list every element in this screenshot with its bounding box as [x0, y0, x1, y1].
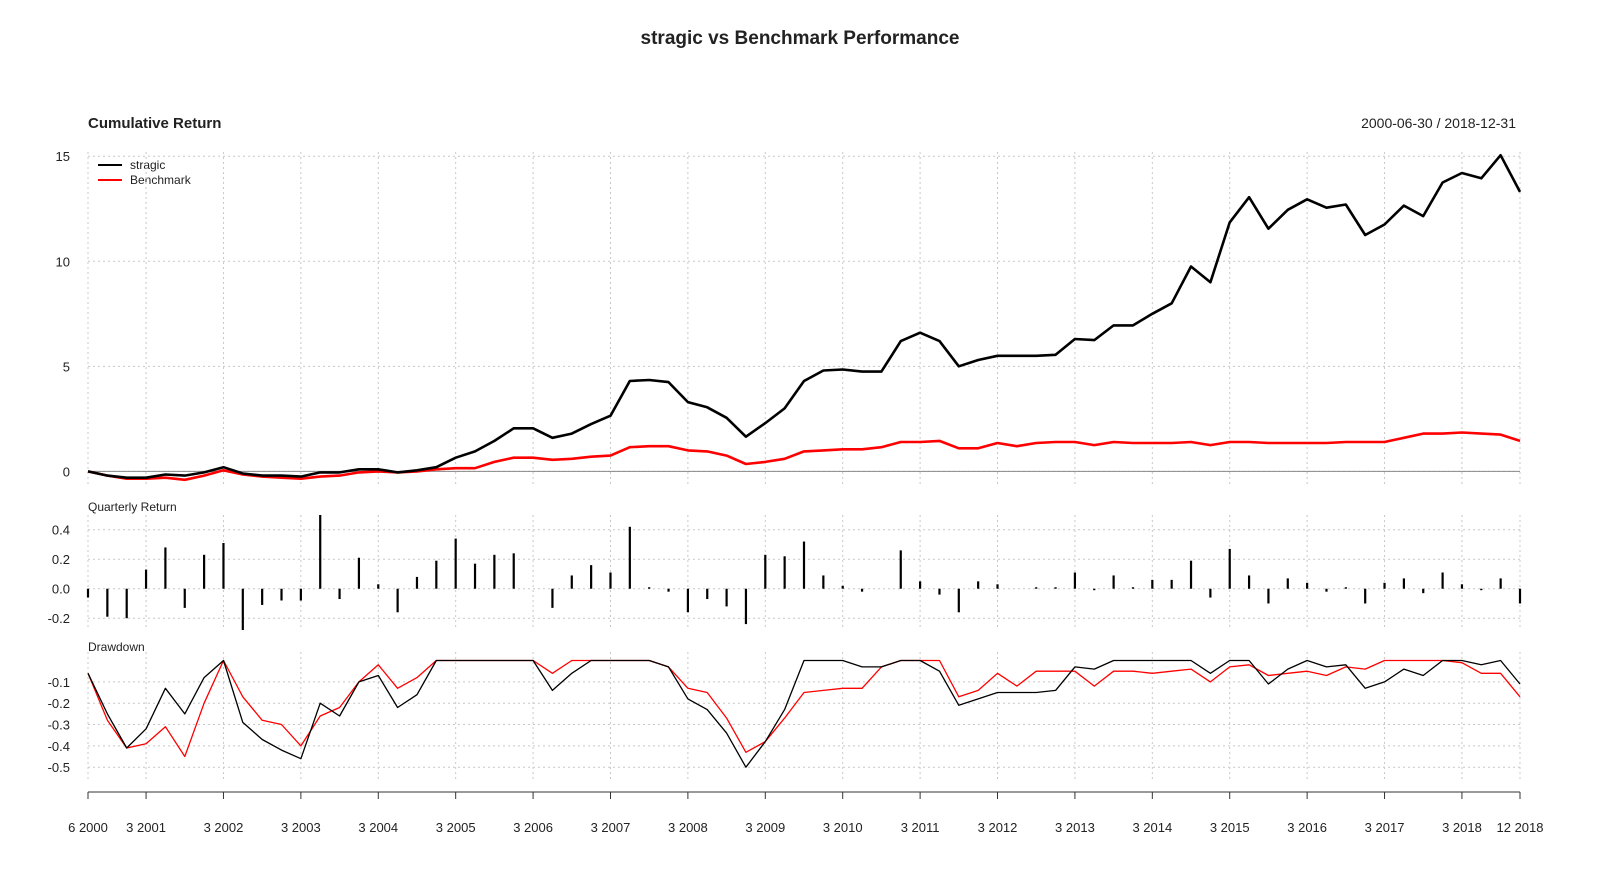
- ytick-label-quarterly-return-0: -0.2: [48, 611, 70, 626]
- chart-title: stragic vs Benchmark Performance: [641, 28, 960, 49]
- x-tick-label-7: 3 2007: [591, 820, 631, 835]
- x-tick-label-12: 3 2012: [978, 820, 1018, 835]
- x-tick-label-9: 3 2009: [745, 820, 785, 835]
- ytick-label-cumulative-return-3: 15: [56, 149, 70, 164]
- series-line-stragic-drawdown: [87, 659, 1521, 768]
- x-tick-label-6: 3 2006: [513, 820, 553, 835]
- x-tick-label-17: 3 2017: [1365, 820, 1405, 835]
- x-tick-label-4: 3 2004: [358, 820, 398, 835]
- x-tick-label-5: 3 2005: [436, 820, 476, 835]
- ytick-label-drawdown-3: -0.2: [48, 696, 70, 711]
- ytick-label-drawdown-4: -0.1: [48, 675, 70, 690]
- panel-title-drawdown: Drawdown: [88, 640, 145, 654]
- ytick-label-drawdown-1: -0.4: [48, 739, 70, 754]
- x-tick-label-11: 3 2011: [901, 820, 940, 835]
- x-tick-label-1: 3 2001: [126, 820, 166, 835]
- legend-label-benchmark: Benchmark: [130, 173, 192, 187]
- plot-area: 0 5 10 15 -0.2 0.0 0.2 0.4 -0.5 -0.4 -0.3 -0.2 -0.1 6…: [48, 149, 1544, 835]
- x-tick-label-14: 3 2014: [1132, 820, 1172, 835]
- x-tick-label-13: 3 2013: [1055, 820, 1095, 835]
- x-tick-label-19: 12 2018: [1497, 820, 1544, 835]
- date-range: 2000-06-30 / 2018-12-31: [1361, 115, 1516, 131]
- ytick-label-cumulative-return-1: 5: [63, 359, 70, 374]
- panel-title-quarterly: Quarterly Return: [88, 500, 177, 514]
- legend: stragic Benchmark: [98, 158, 192, 187]
- x-tick-label-10: 3 2010: [823, 820, 863, 835]
- x-tick-label-15: 3 2015: [1210, 820, 1250, 835]
- panel-title-cumulative: Cumulative Return: [88, 115, 221, 132]
- ytick-label-cumulative-return-2: 10: [56, 254, 70, 269]
- x-tick-label-3: 3 2003: [281, 820, 321, 835]
- series-line-benchmark-cumulative-return: [87, 431, 1521, 482]
- x-tick-label-0: 6 2000: [68, 820, 108, 835]
- ytick-label-quarterly-return-1: 0.0: [52, 582, 70, 597]
- ytick-label-quarterly-return-3: 0.4: [52, 523, 70, 538]
- ytick-label-drawdown-0: -0.5: [48, 760, 70, 775]
- x-tick-label-8: 3 2008: [668, 820, 708, 835]
- x-tick-label-18: 3 2018: [1442, 820, 1482, 835]
- x-tick-label-2: 3 2002: [204, 820, 244, 835]
- ytick-label-cumulative-return-0: 0: [63, 464, 70, 479]
- series-line-stragic-cumulative-return: [87, 153, 1522, 480]
- series-line-benchmark-drawdown: [87, 659, 1521, 758]
- ytick-label-quarterly-return-2: 0.2: [52, 552, 70, 567]
- legend-label-stragic: stragic: [130, 158, 165, 172]
- x-tick-label-16: 3 2016: [1287, 820, 1327, 835]
- ytick-label-drawdown-2: -0.3: [48, 718, 70, 733]
